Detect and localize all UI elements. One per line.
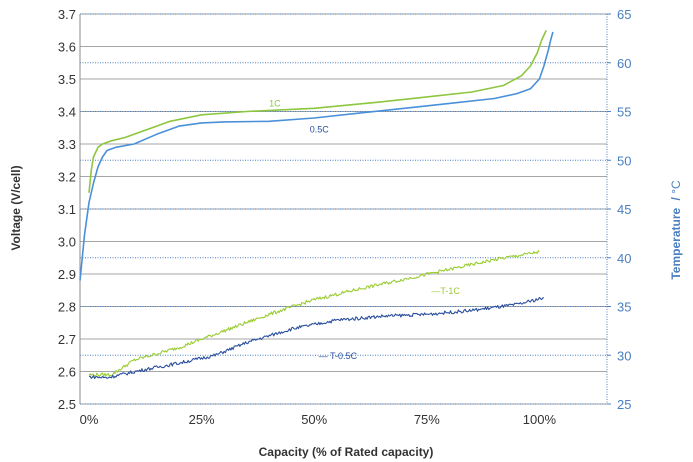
series-line-1c (88, 29, 547, 193)
y2-axis-title: Temperature / °C (669, 180, 683, 280)
y-tick-label: 2.9 (58, 267, 76, 282)
y2-tick-label: 50 (617, 153, 631, 168)
y2-tick-label: 45 (617, 202, 631, 217)
y2-tick-label: 30 (617, 348, 631, 363)
series-annotations: 1C 0.5C —T-1C — T-0.5C (269, 99, 460, 362)
y-tick-label: 2.5 (58, 397, 76, 412)
series-line-t-0-5c (88, 296, 544, 380)
series-line-0-5c (79, 31, 554, 281)
y2-tick-label: 35 (617, 300, 631, 315)
x-tick-label: 50% (301, 412, 327, 427)
series-label-t-1c: —T-1C (431, 286, 460, 296)
y-axis-title: Voltage (V/cell) (9, 165, 23, 250)
y2-axis-unit: °C (669, 180, 683, 194)
y2-tick-label: 25 (617, 397, 631, 412)
y-tick-label: 3.4 (58, 105, 76, 120)
x-axis-title: Capacity (% of Rated capacity) (259, 445, 434, 459)
series-line-t-1c (88, 250, 540, 377)
y2-tick-label: 65 (617, 7, 631, 22)
x-tick-label: 100% (523, 412, 557, 427)
x-tick-label: 0% (80, 412, 99, 427)
y-tick-label: 3.2 (58, 170, 76, 185)
y-tick-label: 3.7 (58, 7, 76, 22)
y-tick-label: 2.6 (58, 365, 76, 380)
y2-axis-title-text: Temperature (669, 208, 683, 280)
x-tick-label: 75% (414, 412, 440, 427)
series-lines (79, 29, 554, 380)
y-tick-label: 2.8 (58, 300, 76, 315)
y-tick-label: 3.1 (58, 202, 76, 217)
y2-tick-label: 60 (617, 56, 631, 71)
tick-labels: 2.5 2.6 2.7 2.8 2.9 3.0 3.1 3.2 3.3 3.4 3.5 3.6 3.7 2… (58, 7, 632, 427)
series-label-1c: 1C (269, 99, 281, 109)
y2-tick-label: 55 (617, 105, 631, 120)
series-label-0-5c: 0.5C (310, 125, 330, 135)
y-tick-label: 3.6 (58, 40, 76, 55)
y-tick-label: 3.0 (58, 235, 76, 250)
y-tick-label: 2.7 (58, 332, 76, 347)
y2-tick-label: 40 (617, 251, 631, 266)
grid-lines (80, 13, 607, 405)
y-tick-label: 3.5 (58, 72, 76, 87)
plot-frame (79, 13, 611, 405)
y-tick-label: 3.3 (58, 137, 76, 152)
x-tick-label: 25% (189, 412, 215, 427)
series-label-t-0-5c: — T-0.5C (319, 351, 358, 361)
y2-axis-title-sep: / (669, 194, 683, 201)
